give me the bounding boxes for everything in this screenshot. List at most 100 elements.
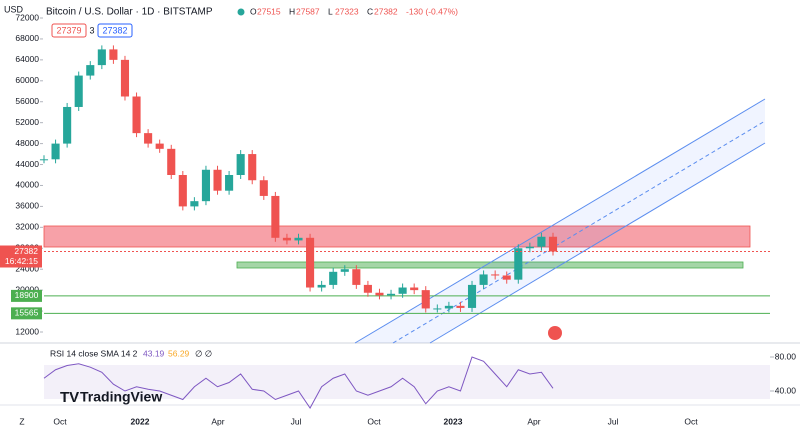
candle <box>109 49 118 60</box>
y-tick-label: 24000 <box>15 263 39 273</box>
candle <box>144 133 153 144</box>
candle <box>398 287 407 294</box>
y-tick-label: 48000 <box>15 138 39 148</box>
x-tick-label: Oct <box>53 416 67 426</box>
candle <box>491 274 500 276</box>
candle <box>120 59 130 97</box>
candle <box>225 175 234 191</box>
y-tick-label: 32000 <box>15 222 39 232</box>
candle <box>259 180 268 196</box>
x-tick-label: 2023 <box>444 416 463 426</box>
candle <box>514 248 523 280</box>
rsi-extra: ∅ ∅ <box>195 348 213 358</box>
candle <box>329 271 338 285</box>
y-tick-label: 20000 <box>15 284 39 294</box>
y-tick-label: 12000 <box>15 326 39 336</box>
candle <box>433 308 442 310</box>
candle <box>132 96 141 134</box>
level-tag <box>11 289 42 302</box>
last-price-label: 27382 <box>14 246 38 256</box>
candle <box>363 284 372 293</box>
candle <box>537 236 546 247</box>
channel-lower <box>429 142 766 344</box>
timezone-corner[interactable]: Z <box>19 416 24 426</box>
countdown: 16:42:15 <box>5 256 38 266</box>
candle <box>178 175 187 207</box>
rsi-title: RSI 14 close SMA 14 2 <box>50 348 138 358</box>
candle <box>213 169 222 191</box>
bid: 27379 <box>56 25 81 35</box>
candle <box>51 143 60 160</box>
y-tick-label: 40000 <box>15 180 39 190</box>
candle <box>375 292 384 296</box>
candle <box>39 159 49 161</box>
x-tick-label: Jul <box>291 416 302 426</box>
x-tick-label: Jul <box>608 416 619 426</box>
candle <box>548 236 558 252</box>
last-price-tag <box>0 245 42 268</box>
x-tick-label: Oct <box>684 416 698 426</box>
y-tick-label: 56000 <box>15 96 39 106</box>
ohlc-value: 27323 <box>335 6 359 16</box>
candle <box>86 65 95 76</box>
y-tick-label: 72000 <box>15 12 39 22</box>
channel-mid <box>392 120 766 344</box>
candle <box>248 154 257 181</box>
candle <box>467 284 477 308</box>
status-dot <box>237 8 245 16</box>
candle <box>167 148 176 175</box>
level-label: 15565 <box>15 308 39 318</box>
candle <box>74 75 83 107</box>
candle <box>352 269 361 285</box>
currency[interactable]: USD <box>4 4 24 14</box>
ohlc-key: L <box>328 6 333 16</box>
support-zone <box>236 261 744 269</box>
candle <box>97 49 106 66</box>
event-icon[interactable] <box>548 326 562 340</box>
candle <box>201 169 211 202</box>
ohlc-key: O <box>250 6 257 16</box>
candle <box>306 237 315 288</box>
candle <box>63 106 72 144</box>
ohlc-key: C <box>367 6 373 16</box>
resistance-zone <box>43 225 751 248</box>
candle <box>502 275 511 280</box>
rsi-line <box>43 356 554 409</box>
spread: 3 <box>89 25 94 35</box>
candle <box>294 237 303 241</box>
ohlc-value: 27515 <box>257 6 281 16</box>
candle <box>340 269 349 272</box>
rsi-sma: 56.29 <box>168 348 190 358</box>
candle <box>479 274 488 285</box>
y-tick-label: 60000 <box>15 75 39 85</box>
rsi-value: 43.19 <box>143 348 165 358</box>
candle <box>190 201 199 207</box>
candle <box>525 246 534 249</box>
y-tick-label: 64000 <box>15 54 39 64</box>
ohlc: O 27515 H 27587 L 27323 C 27382 -130 (-0.47%) <box>250 6 458 16</box>
ask-box[interactable] <box>97 23 133 38</box>
bid-box[interactable] <box>51 23 87 38</box>
ohlc-key: H <box>289 6 295 16</box>
level-label: 18900 <box>15 290 39 300</box>
ohlc-value: 27382 <box>374 6 398 16</box>
x-tick-label: Oct <box>367 416 381 426</box>
rsi-tick-label: 80.00 <box>775 351 797 361</box>
y-tick-label: 52000 <box>15 117 39 127</box>
y-tick-label: 68000 <box>15 33 39 43</box>
level-tag <box>11 307 42 320</box>
x-tick-label: 2022 <box>131 416 150 426</box>
candle <box>386 293 396 296</box>
candle <box>410 287 419 291</box>
candle <box>317 284 326 288</box>
x-tick-label: Apr <box>527 416 540 426</box>
candle <box>236 154 245 175</box>
candle <box>271 195 280 238</box>
change: -130 (-0.47%) <box>406 6 458 16</box>
rsi-tick-label: 40.00 <box>775 385 797 395</box>
candle <box>444 305 453 309</box>
candle <box>155 143 164 149</box>
y-tick-label: 36000 <box>15 201 39 211</box>
